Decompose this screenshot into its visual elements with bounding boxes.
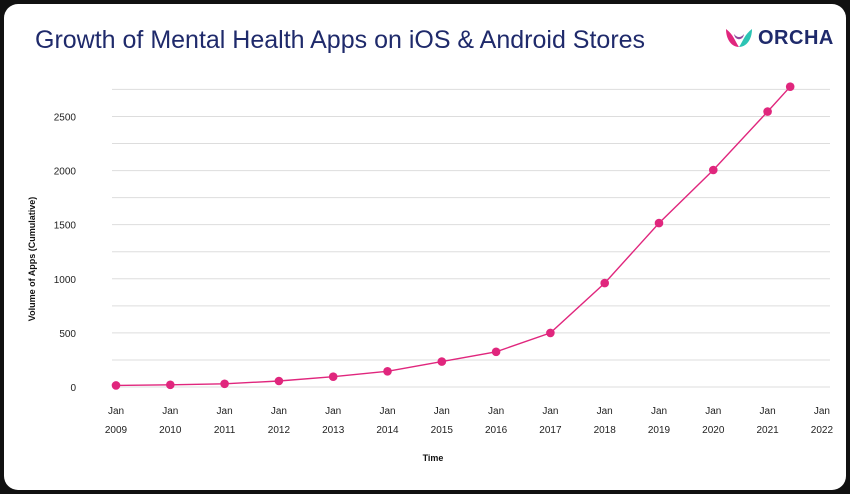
series-line — [115, 86, 791, 387]
x-tick-label-year: 2022 — [811, 425, 834, 436]
x-tick-label-month: Jan — [488, 406, 504, 417]
x-tick-label-month: Jan — [597, 406, 613, 417]
x-tick-label-month: Jan — [217, 406, 233, 417]
line-chart: 0 500 1000 1500 2000 2500 Jan 2009 Jan 2010 Jan 20… — [27, 82, 834, 463]
orcha-logo-text: ORCHA — [758, 26, 834, 49]
x-tick-label-month: Jan — [434, 406, 450, 417]
x-tick-label-year: 2013 — [322, 425, 345, 436]
x-tick-label-year: 2020 — [702, 425, 725, 436]
data-point — [600, 278, 609, 288]
chart-title: Growth of Mental Health Apps on iOS & An… — [35, 26, 646, 54]
x-axis-title: Time — [423, 453, 444, 463]
data-point — [654, 218, 664, 228]
x-tick-label-year: 2009 — [105, 425, 128, 436]
x-tick-label-year: 2011 — [214, 425, 236, 436]
x-tick-label-year: 2019 — [648, 425, 671, 436]
data-point — [383, 367, 392, 376]
x-tick-label-year: 2014 — [376, 425, 399, 436]
x-tick-label-month: Jan — [542, 406, 558, 417]
y-tick-label: 2500 — [54, 112, 77, 123]
series-points — [111, 82, 795, 390]
data-point — [437, 357, 447, 366]
x-tick-label-year: 2012 — [268, 425, 291, 436]
y-tick-label: 0 — [70, 383, 76, 394]
chart-card: Growth of Mental Health Apps on iOS & An… — [4, 4, 846, 490]
data-point — [491, 347, 501, 357]
x-tick-label-month: Jan — [108, 406, 124, 417]
y-tick-label: 2000 — [54, 167, 77, 178]
x-tick-label-month: Jan — [379, 406, 395, 417]
y-tick-label: 1000 — [54, 275, 77, 286]
x-tick-label-month: Jan — [760, 406, 776, 417]
data-point — [166, 380, 175, 390]
data-point — [328, 372, 338, 382]
x-axis-ticks: Jan 2009 Jan 2010 Jan 2011 Jan 2012 Jan 2013 Jan 20… — [105, 406, 834, 436]
y-tick-label: 500 — [59, 329, 76, 340]
y-axis-ticks: 0 500 1000 1500 2000 2500 — [54, 112, 77, 394]
y-tick-label: 1500 — [54, 221, 77, 232]
x-tick-label-month: Jan — [271, 406, 287, 417]
data-point — [763, 107, 772, 116]
data-point — [220, 379, 229, 389]
data-point — [111, 381, 121, 390]
y-axis-title: Volume of Apps (Cumulative) — [27, 197, 37, 322]
data-point — [546, 328, 555, 338]
x-tick-label-month: Jan — [651, 406, 667, 417]
x-tick-label-year: 2016 — [485, 425, 508, 436]
orcha-logo: ORCHA — [724, 26, 834, 50]
x-tick-label-year: 2015 — [431, 425, 454, 436]
data-point — [274, 376, 284, 386]
data-point — [785, 82, 795, 91]
x-tick-label-year: 2010 — [159, 425, 182, 436]
x-tick-label-year: 2017 — [539, 425, 562, 436]
orcha-logo-icon — [726, 29, 752, 47]
grid-lines — [112, 88, 830, 388]
x-tick-label-year: 2018 — [594, 425, 617, 436]
x-tick-label-month: Jan — [325, 406, 341, 417]
x-tick-label-month: Jan — [162, 406, 178, 417]
x-tick-label-month: Jan — [814, 406, 830, 417]
data-point — [709, 165, 718, 175]
x-tick-label-year: 2021 — [756, 425, 779, 436]
x-tick-label-month: Jan — [705, 406, 721, 417]
